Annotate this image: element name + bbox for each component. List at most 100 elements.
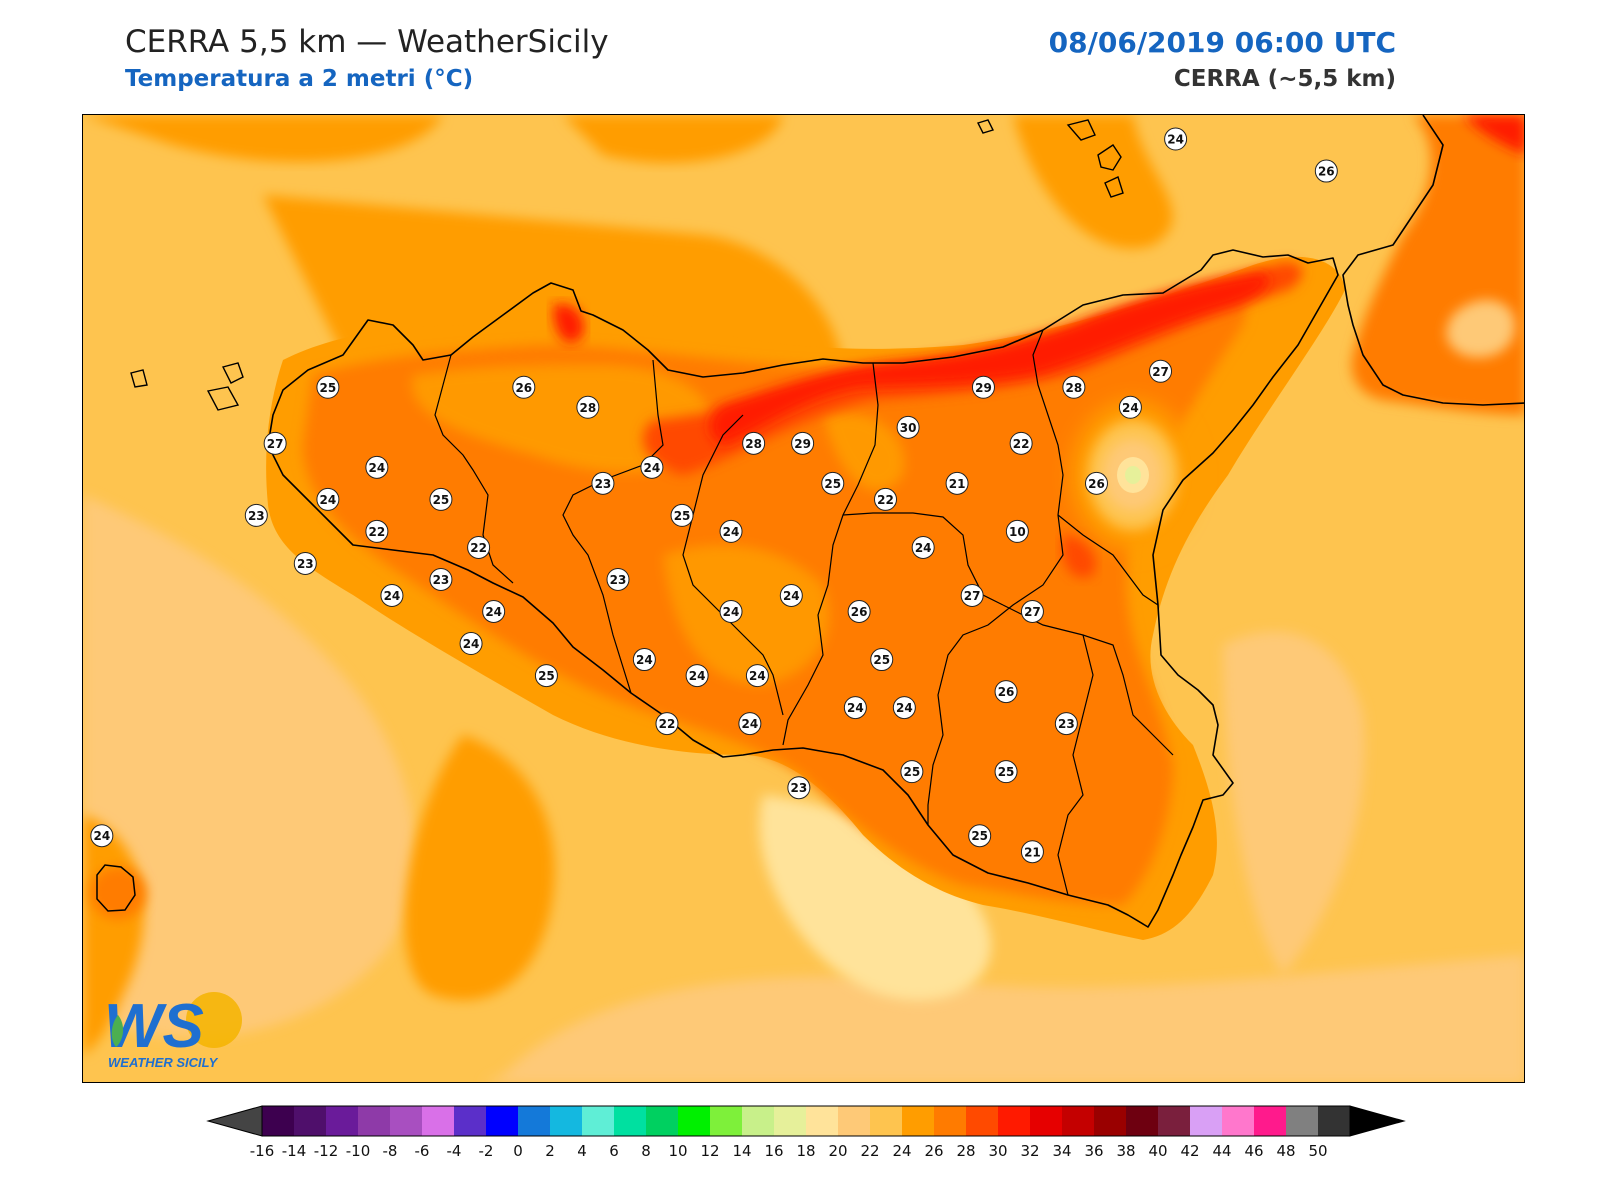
colorbar-swatch (422, 1106, 455, 1136)
station-marker (1005, 519, 1029, 543)
station-value: 22 (470, 541, 487, 555)
colorbar-swatch (1030, 1106, 1063, 1136)
station-value: 23 (595, 477, 612, 491)
station-label: 25 (821, 471, 845, 495)
colorbar-swatch (518, 1106, 551, 1136)
colorbar-tick-label: -16 (250, 1142, 275, 1160)
station-marker (994, 680, 1018, 704)
station-label: 27 (1020, 600, 1044, 624)
station-marker (655, 712, 679, 736)
etna-cold-spot (1071, 400, 1195, 550)
station-marker (960, 583, 984, 607)
colorbar-swatch (966, 1106, 999, 1136)
sea-cool-zone-west (83, 495, 416, 1038)
hottest-band-north-coast (709, 273, 1269, 445)
station-label: 22 (655, 712, 679, 736)
station-value: 23 (297, 557, 314, 571)
station-label: 25 (316, 375, 340, 399)
colorbar-tick-label: 42 (1180, 1142, 1199, 1160)
station-label: 24 (632, 648, 656, 672)
station-marker (429, 487, 453, 511)
station-label: 23 (293, 551, 317, 575)
logo-sun-icon (186, 992, 242, 1048)
colorbar-tick-label: 50 (1308, 1142, 1327, 1160)
station-label: 25 (994, 760, 1018, 784)
hot-spot-palermo (553, 304, 584, 343)
station-value: 23 (1058, 717, 1075, 731)
map-title: CERRA 5,5 km — WeatherSicily (125, 24, 609, 60)
station-marker (911, 535, 935, 559)
colorbar-tick-label: -8 (383, 1142, 398, 1160)
colorbar-swatch (1222, 1106, 1255, 1136)
station-marker (738, 712, 762, 736)
station-label: 22 (365, 519, 389, 543)
station-value: 27 (1024, 605, 1041, 619)
colorbar-tick-label: 48 (1276, 1142, 1295, 1160)
colorbar-tick-label: 46 (1244, 1142, 1263, 1160)
colorbar-tick-label: 30 (988, 1142, 1007, 1160)
colorbar-swatch (806, 1106, 839, 1136)
station-label: 24 (911, 535, 935, 559)
colorbar-tick-label: 2 (545, 1142, 555, 1160)
station-label: 25 (870, 648, 894, 672)
station-marker (632, 648, 656, 672)
station-value: 28 (745, 437, 762, 451)
weather-sicily-logo: WS WEATHER SICILY (96, 985, 256, 1075)
station-value: 22 (877, 493, 894, 507)
station-value: 24 (689, 669, 706, 683)
valid-time: 08/06/2019 06:00 UTC (1048, 26, 1396, 59)
station-label: 24 (738, 712, 762, 736)
colorbar-tick-label: 32 (1020, 1142, 1039, 1160)
colorbar-swatch (1158, 1106, 1191, 1136)
station-value: 24 (749, 669, 766, 683)
station-value: 25 (320, 381, 337, 395)
station-label: 22 (874, 487, 898, 511)
station-marker (576, 395, 600, 419)
station-label: 22 (1009, 431, 1033, 455)
station-marker (459, 632, 483, 656)
station-marker (870, 648, 894, 672)
station-label: 23 (591, 471, 615, 495)
colorbar-swatch (646, 1106, 679, 1136)
sea-coolest-zone (759, 795, 991, 1001)
station-value: 22 (1013, 437, 1030, 451)
station-marker (896, 415, 920, 439)
station-label: 24 (640, 455, 664, 479)
sea-cool-zone-south (487, 955, 1524, 1082)
station-label: 29 (971, 375, 995, 399)
station-label: 24 (745, 664, 769, 688)
model-resolution: CERRA (~5,5 km) (1173, 66, 1396, 92)
colorbar-swatch (870, 1106, 903, 1136)
station-value: 21 (949, 477, 966, 491)
station-value: 28 (1066, 381, 1083, 395)
station-value: 23 (610, 573, 627, 587)
station-label: 24 (90, 824, 114, 848)
station-label: 29 (791, 431, 815, 455)
station-value: 24 (1167, 133, 1184, 147)
colorbar-swatch (1286, 1106, 1319, 1136)
station-value: 24 (723, 605, 740, 619)
station-value: 30 (900, 421, 917, 435)
station-marker (1164, 127, 1188, 151)
station-value: 24 (896, 701, 913, 715)
station-value: 29 (975, 381, 992, 395)
station-marker (1009, 431, 1033, 455)
colorbar-swatch (838, 1106, 871, 1136)
temperature-map: 24 26 25 26 28 27 24 24 23 28 29 30 29 28 27 24 22 24 25 25… (83, 115, 1524, 1082)
station-label: 24 (316, 487, 340, 511)
station-label: 23 (244, 503, 268, 527)
colorbar-swatch (326, 1106, 359, 1136)
station-value: 25 (998, 765, 1015, 779)
station-marker (512, 375, 536, 399)
colorbar-tick-label: 20 (828, 1142, 847, 1160)
small-islands (130, 119, 1124, 411)
colorbar-swatch (998, 1106, 1031, 1136)
station-value: 10 (1009, 525, 1026, 539)
station-value: 27 (1152, 365, 1169, 379)
station-label: 24 (892, 696, 916, 720)
map-panel[interactable]: 24 26 25 26 28 27 24 24 23 28 29 30 29 28 27 24 22 24 25 25… (82, 114, 1525, 1083)
station-marker (467, 535, 491, 559)
colorbar-tick-label: 26 (924, 1142, 943, 1160)
colorbar-tick-label: 22 (860, 1142, 879, 1160)
station-label: 22 (467, 535, 491, 559)
